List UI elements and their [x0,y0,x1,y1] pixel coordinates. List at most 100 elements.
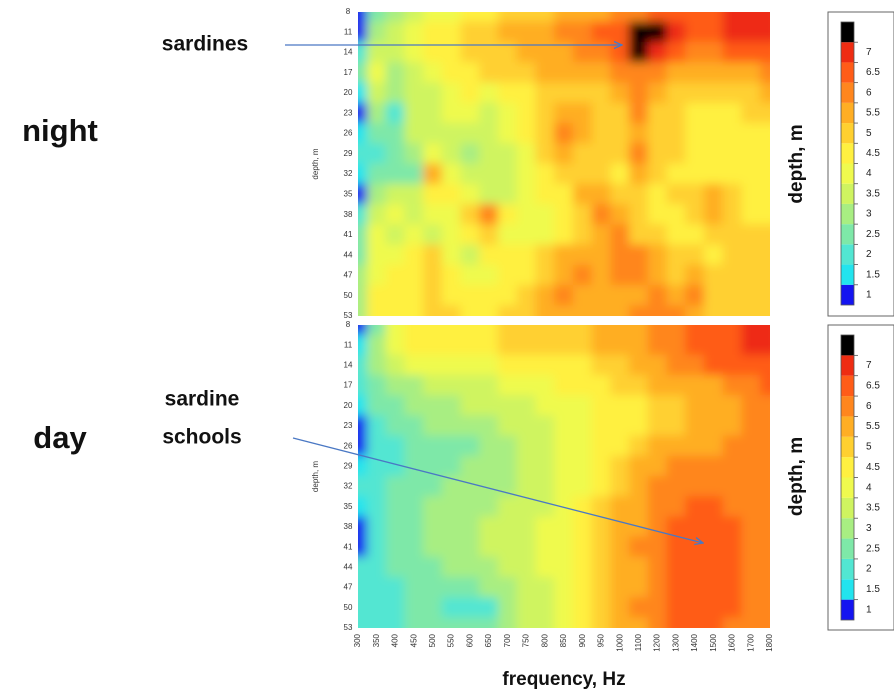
heatmap-cell [461,415,481,436]
heatmap-cell [704,1,724,22]
heatmap-cell [629,375,649,396]
heatmap-cell [423,557,443,578]
heatmap-cell [667,476,687,497]
heatmap-cell [498,164,518,185]
colorbar-tick-label: 3.5 [866,188,880,199]
heatmap-cell [592,597,612,618]
heatmap-cell [723,436,743,457]
heatmap-cell [517,82,537,103]
heatmap-cell [667,335,687,356]
heatmap-cell [535,22,555,43]
colorbar-tick-label: 7 [866,47,872,58]
y-tick-label: 53 [344,311,353,320]
y-tick-label: 20 [344,88,353,97]
heatmap-cell [704,305,724,326]
heatmap-cell [386,537,406,558]
x-tick-label: 1200 [653,633,662,651]
heatmap-cell [741,22,761,43]
heatmap-cell [423,516,443,537]
heatmap-cell [723,1,743,22]
heatmap-cell [442,597,462,618]
heatmap-cell [629,355,649,376]
y-tick-label: 32 [344,169,353,178]
colorbar-box [828,325,894,630]
heatmap-cell [760,415,780,436]
heatmap-cell [573,476,593,497]
heatmap-cell [592,1,612,22]
colorbar-tick-label: 2 [866,249,872,260]
heatmap-cell [610,537,630,558]
heatmap-cell [367,537,387,558]
heatmap-cell [498,184,518,205]
heatmap-cell [741,557,761,578]
heatmap-cell [741,265,761,286]
heatmap-cell [573,184,593,205]
heatmap-cell [404,314,424,335]
heatmap-cell [629,395,649,416]
heatmap-cell [554,355,574,376]
y-tick-label: 8 [346,320,351,329]
heatmap-cell [517,516,537,537]
heatmap-cell [610,285,630,306]
y-tick-label: 14 [344,48,353,57]
heatmap-cell [723,597,743,618]
heatmap-cell [404,597,424,618]
colorbar-swatch [841,224,854,244]
heatmap-cell [610,436,630,457]
heatmap-cell [498,314,518,335]
heatmap-cell [461,314,481,335]
heatmap-cell [760,456,780,477]
heatmap-cell [573,577,593,598]
heatmap-cell [760,1,780,22]
heatmap-cell [648,577,668,598]
colorbar-tick-label: 4.5 [866,148,880,159]
heatmap-cell [386,496,406,517]
heatmap-cell [479,143,499,164]
heatmap-cell [554,204,574,225]
heatmap-cell [629,245,649,266]
heatmap-cell [517,314,537,335]
x-tick-label: 900 [578,633,587,647]
y-tick-label: 47 [344,271,353,280]
heatmap-cell [667,415,687,436]
heatmap-cell [610,184,630,205]
heatmap-cell [629,22,649,43]
heatmap-cell [592,557,612,578]
heatmap-cell [386,436,406,457]
heatmap-cell [535,305,555,326]
heatmap-cell [479,1,499,22]
heatmap-cell [741,436,761,457]
heatmap-cell [704,184,724,205]
colorbar-box [828,12,894,316]
heatmap-cell [442,22,462,43]
heatmap-cell [610,496,630,517]
heatmap-cell [442,285,462,306]
heatmap-cell [554,143,574,164]
heatmap-cell [367,355,387,376]
heatmap-cell [592,395,612,416]
heatmap-cell [741,164,761,185]
heatmap-cell [592,305,612,326]
heatmap-cell [648,143,668,164]
colorbar-tick-label: 1 [866,604,872,615]
heatmap-cell [648,456,668,477]
heatmap-cell [367,597,387,618]
heatmap-cell [386,476,406,497]
heatmap-cell [667,103,687,124]
heatmap-cell [535,375,555,396]
heatmap-cell [367,557,387,578]
heatmap-cell [723,557,743,578]
heatmap-cell [760,597,780,618]
heatmap-cell [535,496,555,517]
heatmap-cell [517,123,537,144]
colorbar-swatch [841,62,854,82]
heatmap-cell [760,164,780,185]
heatmap-cell [367,577,387,598]
heatmap-cell [367,82,387,103]
heatmap-cell [479,22,499,43]
heatmap-cell [704,456,724,477]
heatmap-cell [610,335,630,356]
heatmap-cell [648,496,668,517]
heatmap-cell [367,164,387,185]
heatmap-cell [423,436,443,457]
